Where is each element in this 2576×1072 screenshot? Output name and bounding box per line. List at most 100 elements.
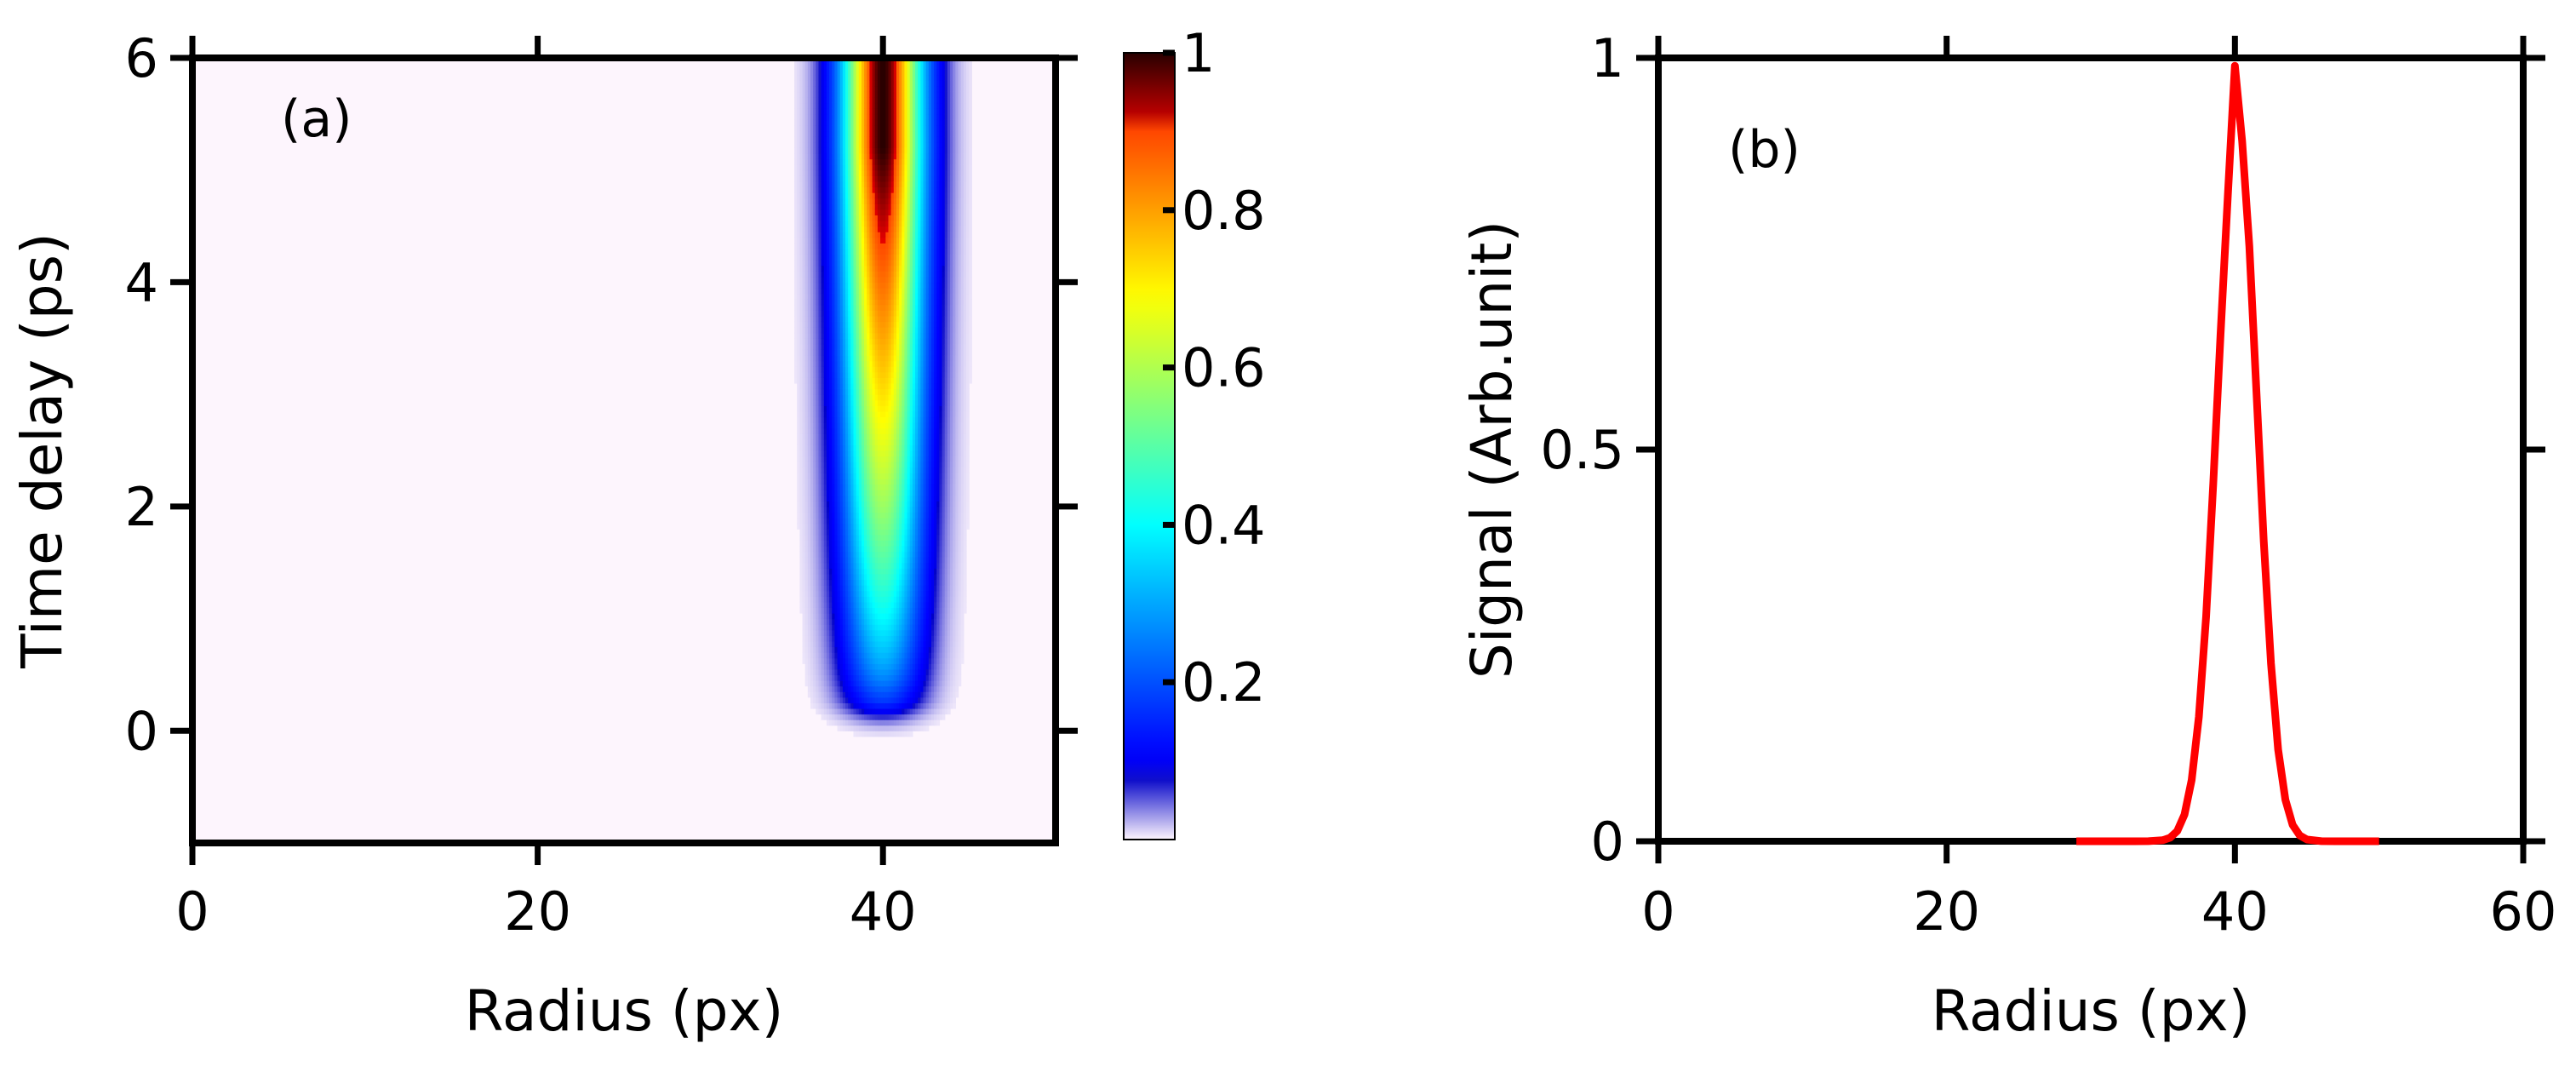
heatmap-cell [907,495,911,502]
heatmap-cell [837,573,841,581]
heatmap-cell [816,461,820,468]
heatmap-cell [869,725,873,731]
heatmap-cell [807,551,811,558]
heatmap-cell [821,113,825,121]
heatmap-cell [802,282,806,289]
heatmap-cell [858,685,862,692]
heatmap-cell [853,158,857,165]
heatmap-cell [853,399,857,406]
heatmap-cell [864,282,867,289]
heatmap-cell [858,366,862,373]
heatmap-cell [850,113,855,121]
heatmap-cell [807,366,811,373]
heatmap-cell [829,478,833,485]
heatmap-cell [810,332,814,339]
heatmap-cell [832,394,836,401]
heatmap-cell [907,377,911,384]
heatmap-cell [896,680,900,687]
heatmap-cell [902,220,906,227]
heatmap-cell [872,169,876,176]
heatmap-cell [902,714,906,720]
heatmap-cell [867,629,871,636]
heatmap-cell [899,663,902,670]
heatmap-cell [818,568,822,575]
heatmap-cell [797,343,801,351]
heatmap-cell [837,719,841,726]
heatmap-cell [810,377,814,384]
heatmap-cell [821,299,825,306]
heatmap-cell [893,265,897,272]
heatmap-cell [869,63,873,70]
heatmap-cell [845,394,849,401]
heatmap-cell [839,355,844,362]
heatmap-cell [816,136,820,143]
heatmap-cell [872,332,876,339]
heatmap-cell [794,164,798,171]
heatmap-cell [858,355,862,362]
heatmap-cell [902,209,906,215]
heatmap-cell [839,147,844,154]
heatmap-cell [861,332,865,339]
heatmap-cell [799,232,804,238]
heatmap-cell [902,461,906,468]
heatmap-cell [856,237,860,244]
heatmap-cell [842,725,846,731]
heatmap-cell [864,237,867,244]
heatmap-cell [804,355,809,362]
heatmap-cell [885,551,890,558]
heatmap-cell [853,315,857,323]
heatmap-cell [845,232,849,238]
heatmap-cell [861,349,865,356]
heatmap-cell [823,629,827,636]
heatmap-cell [845,568,849,575]
heatmap-cell [842,80,846,87]
heatmap-cell [861,276,865,284]
heatmap-cell [869,545,873,553]
heatmap-cell [818,186,822,193]
heatmap-cell [899,164,902,171]
heatmap-cell [902,215,906,221]
heatmap-cell [813,461,816,468]
heatmap-cell [869,164,873,171]
heatmap-cell [832,585,836,592]
heatmap-cell [890,164,895,171]
heatmap-cell [813,506,816,513]
heatmap-cell [856,557,860,564]
heatmap-cell [813,332,816,339]
heatmap-cell [877,141,881,148]
heatmap-cell [816,646,820,653]
heatmap-cell [802,327,806,334]
heatmap-cell [858,147,862,154]
heatmap-cell [888,175,892,182]
heatmap-cell [832,321,836,328]
heatmap-cell [804,97,809,104]
heatmap-cell [804,215,809,221]
heatmap-cell [802,321,806,328]
heatmap-cell [861,601,865,608]
heatmap-cell [864,254,867,261]
heatmap-cell [877,657,881,664]
heatmap-cell [874,618,879,625]
heatmap-cell [848,108,851,115]
heatmap-cell [907,366,911,373]
heatmap-cell [818,685,822,692]
heatmap-cell [802,635,806,642]
heatmap-cell [877,164,881,171]
heatmap-cell [839,299,844,306]
heatmap-cell [888,685,892,692]
heatmap-cell [832,136,836,143]
heatmap-cell [874,164,879,171]
heatmap-cell [813,169,816,176]
heatmap-cell [818,343,822,351]
heatmap-cell [858,518,862,525]
heatmap-cell [890,540,895,547]
heatmap-cell [839,265,844,272]
heatmap-cell [804,327,809,334]
heatmap-cell [856,562,860,569]
heatmap-cell [856,529,860,536]
heatmap-cell [899,635,902,642]
heatmap-cell [904,355,908,362]
heatmap-cell [853,624,857,631]
heatmap-cell [867,439,871,446]
heatmap-cell [802,288,806,295]
